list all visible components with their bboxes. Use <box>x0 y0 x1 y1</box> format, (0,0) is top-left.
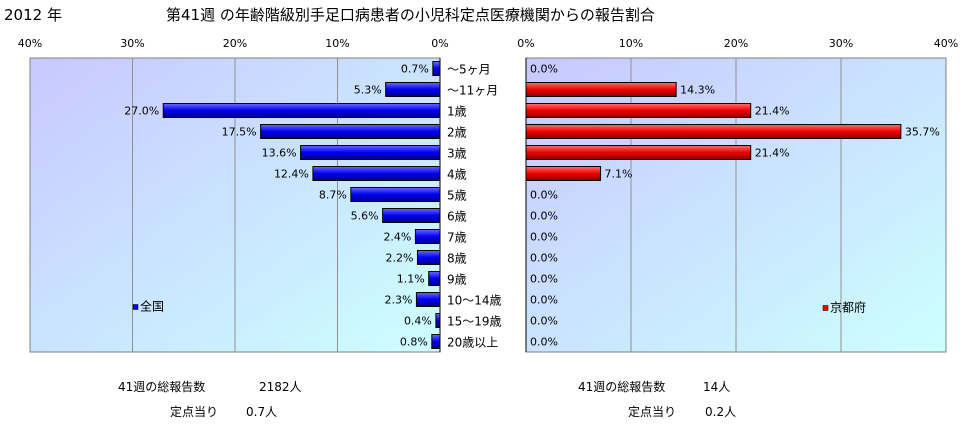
kyoto-reports-label: 41週の総報告数 <box>578 380 666 394</box>
national-data-label: 2.3% <box>384 294 412 307</box>
category-labels: 〜5ヶ月〜11ヶ月 1歳 2歳 3歳 4歳 5歳 6歳 7歳 8歳 9歳 10〜14歳 15〜19歳 2… <box>447 63 502 350</box>
national-tick-label: 30% <box>120 37 144 50</box>
kyoto-data-label: 21.4% <box>755 105 790 118</box>
national-bar <box>432 61 441 76</box>
national-bar <box>385 82 441 97</box>
kyoto-reports-value: 14人 <box>703 380 731 394</box>
national-data-label: 1.1% <box>397 273 425 286</box>
kyoto-data-label: 0.0% <box>530 336 558 349</box>
category-label: 15〜19歳 <box>447 315 502 329</box>
kyoto-tick-label: 0% <box>517 37 534 50</box>
category-label: 〜11ヶ月 <box>447 84 498 98</box>
national-data-label: 8.7% <box>319 189 347 202</box>
category-label: 〜5ヶ月 <box>447 63 491 77</box>
kyoto-tick-label: 30% <box>829 37 853 50</box>
national-bar <box>414 229 441 244</box>
national-chart: 40% 30% 20% 10% 0%0.7% 5.3% 27.0% 17.5% 13.6% 12.… <box>18 37 449 353</box>
national-tick-label: 10% <box>325 37 349 50</box>
category-label: 20歳以上 <box>447 336 498 350</box>
kyoto-data-label: 0.0% <box>530 63 558 76</box>
kyoto-data-label: 0.0% <box>530 189 558 202</box>
national-per-site-value: 0.7人 <box>246 405 278 419</box>
kyoto-data-label: 14.3% <box>680 84 715 97</box>
kyoto-tick-label: 40% <box>934 37 958 50</box>
kyoto-bar <box>525 103 752 118</box>
national-reports-label: 41週の総報告数 <box>118 380 206 394</box>
national-data-label: 27.0% <box>124 105 159 118</box>
kyoto-per-site-label: 定点当り <box>628 405 677 419</box>
kyoto-data-label: 35.7% <box>905 126 940 139</box>
national-data-label: 17.5% <box>222 126 257 139</box>
kyoto-data-label: 7.1% <box>605 168 633 181</box>
national-legend-label: 全国 <box>140 299 164 314</box>
national-data-label: 0.7% <box>401 63 429 76</box>
national-tick-label: 40% <box>18 37 42 50</box>
kyoto-bar <box>525 145 752 160</box>
national-bar <box>415 292 441 307</box>
kyoto-tick-label: 20% <box>724 37 748 50</box>
category-label: 2歳 <box>447 126 467 140</box>
category-label: 6歳 <box>447 210 467 224</box>
kyoto-data-label: 0.0% <box>530 294 558 307</box>
national-data-label: 2.4% <box>383 231 411 244</box>
category-label: 8歳 <box>447 252 467 266</box>
kyoto-bar <box>525 166 602 181</box>
national-bar <box>260 124 441 139</box>
national-data-label: 12.4% <box>274 168 309 181</box>
national-bar <box>350 187 441 202</box>
national-tick-label: 20% <box>223 37 247 50</box>
kyoto-data-label: 0.0% <box>530 231 558 244</box>
kyoto-data-label: 0.0% <box>530 252 558 265</box>
national-tick-label: 0% <box>431 37 448 50</box>
kyoto-data-label: 0.0% <box>530 273 558 286</box>
category-label: 7歳 <box>447 231 467 245</box>
national-legend-swatch <box>132 304 139 310</box>
national-bar <box>162 103 441 118</box>
category-label: 4歳 <box>447 168 467 182</box>
chart-year: 2012 年 <box>4 6 62 24</box>
national-per-site-label: 定点当り <box>170 405 219 419</box>
national-reports-value: 2182人 <box>259 380 302 394</box>
national-bar <box>382 208 441 223</box>
national-data-label: 0.4% <box>404 315 432 328</box>
kyoto-bar <box>525 124 902 139</box>
kyoto-per-site-value: 0.2人 <box>705 405 737 419</box>
kyoto-chart: 0% 10% 20% 30% 40% 0.0% 14.3% 21.4% 35.7% 21.4% 7.… <box>517 37 958 353</box>
national-bar <box>428 271 441 286</box>
category-label: 9歳 <box>447 273 467 287</box>
kyoto-data-label: 0.0% <box>530 315 558 328</box>
kyoto-data-label: 21.4% <box>755 147 790 160</box>
category-label: 3歳 <box>447 147 467 161</box>
kyoto-legend-label: 京都府 <box>830 300 866 315</box>
kyoto-legend-swatch <box>822 305 829 311</box>
national-bar <box>416 250 441 265</box>
national-data-label: 2.2% <box>385 252 413 265</box>
category-label: 1歳 <box>447 105 467 119</box>
kyoto-bar <box>525 82 677 97</box>
national-bar <box>435 313 441 328</box>
chart-title: 第41週 の年齢階級別手足口病患者の小児科定点医療機関からの報告割合 <box>166 6 655 24</box>
national-data-label: 5.3% <box>354 84 382 97</box>
category-label: 10〜14歳 <box>447 294 502 308</box>
kyoto-data-label: 0.0% <box>530 210 558 223</box>
national-bar <box>431 334 441 349</box>
national-data-label: 13.6% <box>262 147 297 160</box>
national-data-label: 0.8% <box>400 336 428 349</box>
national-data-label: 5.6% <box>351 210 379 223</box>
national-bar <box>300 145 441 160</box>
national-bar <box>312 166 441 181</box>
kyoto-tick-label: 10% <box>619 37 643 50</box>
category-label: 5歳 <box>447 189 467 203</box>
